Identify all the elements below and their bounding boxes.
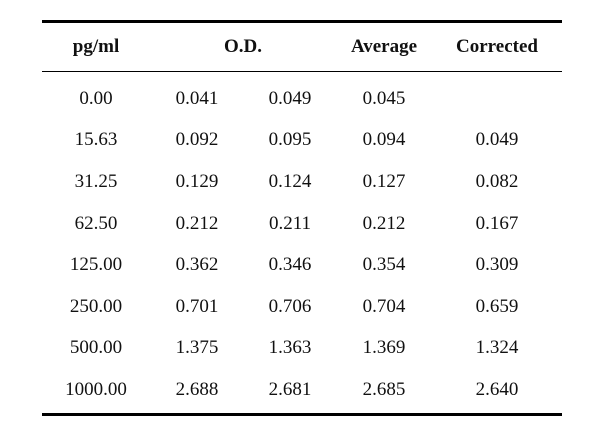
cell-concentration: 500.00 xyxy=(69,337,123,359)
cell-od-1: 0.041 xyxy=(175,87,219,109)
cell-corrected: 2.640 xyxy=(475,378,519,400)
cell-corrected xyxy=(432,78,562,120)
header-od: O.D. xyxy=(224,36,262,57)
cell-corrected: 0.659 xyxy=(475,295,519,317)
table-header-row: pg/ml O.D. Average Corrected xyxy=(42,23,562,71)
header-average: Average xyxy=(350,36,418,57)
cell-od-1: 2.688 xyxy=(175,378,219,400)
cell-od-2: 0.346 xyxy=(268,254,312,276)
table-row: 500.00 1.375 1.363 1.369 1.324 xyxy=(42,328,562,370)
cell-concentration: 15.63 xyxy=(74,129,118,151)
cell-average: 0.212 xyxy=(362,212,406,234)
cell-concentration: 31.25 xyxy=(74,170,118,192)
table-row: 62.50 0.212 0.211 0.212 0.167 xyxy=(42,203,562,245)
cell-od-1: 0.092 xyxy=(175,129,219,151)
cell-od-1: 0.362 xyxy=(175,254,219,276)
table-row: 31.25 0.129 0.124 0.127 0.082 xyxy=(42,161,562,203)
cell-od-1: 1.375 xyxy=(175,337,219,359)
cell-average: 0.127 xyxy=(362,170,406,192)
header-concentration: pg/ml xyxy=(72,36,120,57)
table-body: 0.00 0.041 0.049 0.045 15.63 0.092 0.095… xyxy=(42,72,562,413)
cell-od-2: 0.049 xyxy=(268,87,312,109)
cell-od-2: 0.124 xyxy=(268,170,312,192)
cell-od-1: 0.701 xyxy=(175,295,219,317)
cell-corrected: 0.309 xyxy=(475,254,519,276)
table-row: 250.00 0.701 0.706 0.704 0.659 xyxy=(42,286,562,328)
table-header-rule xyxy=(42,71,562,72)
cell-corrected: 0.082 xyxy=(475,170,519,192)
cell-average: 0.094 xyxy=(362,129,406,151)
header-corrected: Corrected xyxy=(456,36,538,57)
cell-average: 1.369 xyxy=(362,337,406,359)
cell-od-2: 0.095 xyxy=(268,129,312,151)
table-row: 1000.00 2.688 2.681 2.685 2.640 xyxy=(42,369,562,411)
standard-curve-table: pg/ml O.D. Average Corrected 0.00 0.041 … xyxy=(42,20,562,416)
table-bottom-rule xyxy=(42,412,562,416)
cell-average: 0.704 xyxy=(362,295,406,317)
cell-corrected: 1.324 xyxy=(475,337,519,359)
cell-concentration: 250.00 xyxy=(69,295,123,317)
cell-od-2: 0.706 xyxy=(268,295,312,317)
table-row: 15.63 0.092 0.095 0.094 0.049 xyxy=(42,120,562,162)
cell-average: 2.685 xyxy=(362,378,406,400)
cell-concentration: 62.50 xyxy=(74,212,118,234)
cell-average: 0.045 xyxy=(362,87,406,109)
cell-concentration: 0.00 xyxy=(79,87,113,109)
cell-od-2: 1.363 xyxy=(268,337,312,359)
cell-concentration: 1000.00 xyxy=(65,378,127,400)
cell-od-2: 2.681 xyxy=(268,378,312,400)
cell-concentration: 125.00 xyxy=(69,254,123,276)
cell-corrected: 0.049 xyxy=(475,129,519,151)
cell-corrected: 0.167 xyxy=(475,212,519,234)
cell-od-1: 0.129 xyxy=(175,170,219,192)
table-row: 0.00 0.041 0.049 0.045 xyxy=(42,78,562,120)
cell-average: 0.354 xyxy=(362,254,406,276)
cell-od-2: 0.211 xyxy=(268,212,312,234)
cell-od-1: 0.212 xyxy=(175,212,219,234)
table-top-rule xyxy=(42,20,562,23)
table-row: 125.00 0.362 0.346 0.354 0.309 xyxy=(42,244,562,286)
